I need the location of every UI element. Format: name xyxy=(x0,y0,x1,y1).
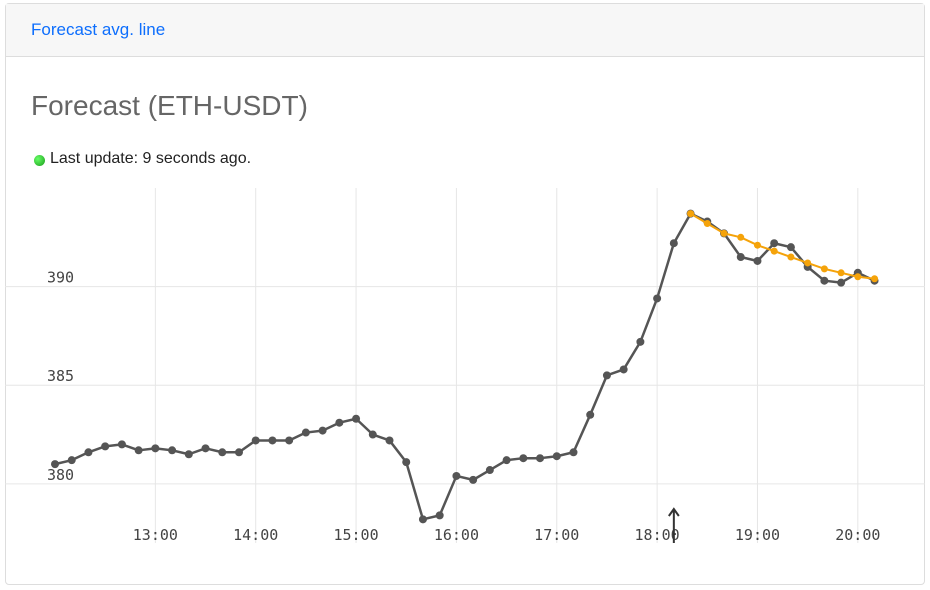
now-marker xyxy=(668,507,680,543)
data-point xyxy=(502,456,511,465)
data-point xyxy=(519,454,528,463)
data-point xyxy=(84,448,93,457)
data-point xyxy=(234,448,243,457)
data-point xyxy=(569,448,578,457)
data-point xyxy=(485,466,494,475)
status-text: Last update: 9 seconds ago. xyxy=(50,150,252,167)
data-point xyxy=(552,452,561,461)
data-point xyxy=(837,269,845,277)
data-point xyxy=(352,414,361,423)
data-point xyxy=(134,446,143,455)
data-point xyxy=(786,243,795,252)
data-point xyxy=(402,458,411,467)
data-point xyxy=(151,444,160,453)
data-point xyxy=(871,275,879,283)
x-tick-label: 14:00 xyxy=(233,526,278,544)
data-point xyxy=(418,515,427,524)
data-point xyxy=(720,229,728,237)
x-tick-label: 15:00 xyxy=(333,526,378,544)
data-point xyxy=(703,220,711,227)
data-point xyxy=(117,440,126,449)
data-point xyxy=(469,475,478,484)
data-point xyxy=(335,418,344,427)
series-line xyxy=(54,212,876,521)
card-header: Forecast avg. line xyxy=(6,4,924,57)
data-point xyxy=(653,294,662,303)
x-tick-label: 13:00 xyxy=(133,526,178,544)
tab-link[interactable]: Forecast avg. line xyxy=(31,20,166,39)
data-point xyxy=(268,436,277,445)
data-point xyxy=(753,241,761,249)
data-point xyxy=(787,253,795,261)
data-point xyxy=(619,365,628,374)
data-point xyxy=(736,253,745,262)
y-tick-label: 390 xyxy=(47,269,74,287)
card: Forecast avg. line Forecast (ETH-USDT) L… xyxy=(5,3,925,585)
data-point xyxy=(770,239,779,248)
data-point xyxy=(385,436,394,445)
data-point xyxy=(368,430,377,439)
data-point xyxy=(820,265,828,273)
data-point xyxy=(435,511,444,520)
data-point xyxy=(251,436,260,445)
data-point xyxy=(201,444,210,453)
x-tick-label: 18:00 xyxy=(635,526,680,544)
data-point xyxy=(820,276,829,285)
x-tick-label: 17:00 xyxy=(534,526,579,544)
x-tick-label: 16:00 xyxy=(434,526,479,544)
x-tick-label: 20:00 xyxy=(835,526,880,544)
data-point xyxy=(101,442,110,451)
data-point xyxy=(636,337,645,346)
data-point xyxy=(586,410,595,419)
data-point xyxy=(837,278,846,287)
data-point xyxy=(218,448,227,457)
data-point xyxy=(854,273,862,281)
data-point xyxy=(67,456,76,465)
data-point xyxy=(51,460,59,469)
data-point xyxy=(737,233,745,241)
data-point xyxy=(168,446,177,455)
data-point xyxy=(301,428,310,437)
y-tick-label: 385 xyxy=(47,367,74,385)
x-tick-label: 19:00 xyxy=(735,526,780,544)
data-point xyxy=(602,371,611,380)
data-point xyxy=(285,436,294,445)
data-point xyxy=(804,259,812,267)
status-dot xyxy=(34,155,45,166)
data-point xyxy=(318,426,327,435)
data-point xyxy=(452,471,461,480)
y-tick-label: 380 xyxy=(47,466,74,484)
data-point xyxy=(536,454,545,463)
card-title: Forecast (ETH-USDT) xyxy=(31,90,308,121)
data-point xyxy=(770,247,778,255)
data-point xyxy=(687,210,695,218)
data-point xyxy=(753,256,762,265)
data-point xyxy=(669,239,678,248)
data-point xyxy=(184,450,193,459)
